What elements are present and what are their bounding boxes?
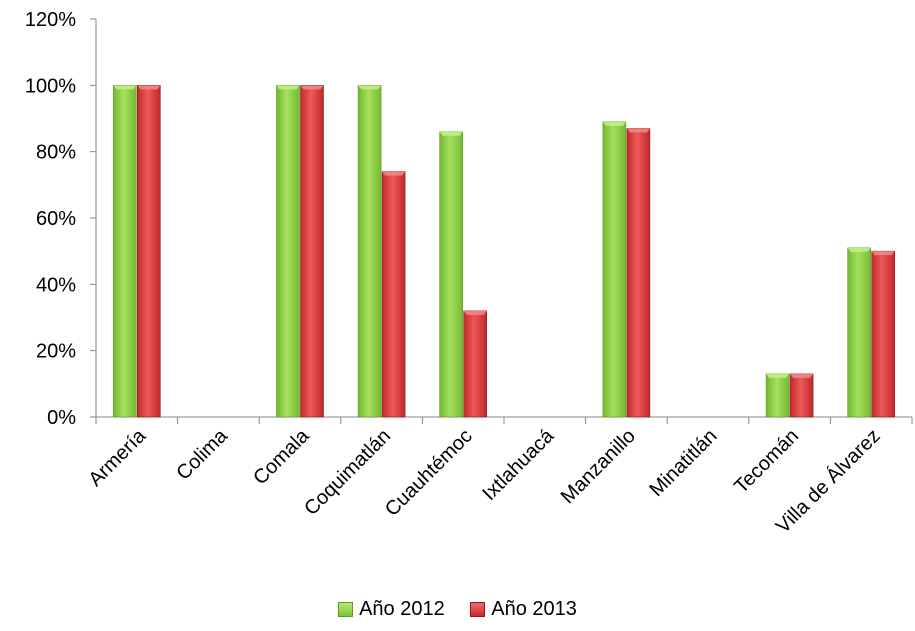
x-tick-label: Manzanillo [557, 425, 640, 508]
y-tick-label: 20% [36, 341, 76, 363]
bars [113, 85, 896, 418]
bar-top-cap [602, 121, 626, 126]
y-tick-label: 0% [47, 407, 76, 429]
bar-top-cap [113, 85, 137, 90]
bar-2012-armería [113, 85, 137, 418]
bar-2013-coquimatlán [381, 171, 406, 418]
legend-item-2012: Año 2012 [338, 598, 445, 621]
bar-top-cap [382, 171, 406, 176]
legend-item-2013: Año 2013 [470, 598, 577, 621]
bar-2012-villa-de-álvarez [847, 247, 872, 418]
bar-2013-tecomán [789, 373, 814, 418]
bar-2013-armería [137, 85, 161, 418]
bar-2012-cuauhtémoc [439, 131, 464, 418]
y-tick-label: 120% [25, 9, 76, 31]
bar-top-cap [439, 131, 463, 136]
x-tick-label: Armería [84, 424, 150, 490]
bar-top-cap [276, 85, 300, 90]
bar-2013-comala [300, 85, 324, 418]
legend-label-2012: Año 2012 [359, 598, 445, 620]
legend: Año 2012 Año 2013 [0, 598, 915, 623]
bar-2013-manzanillo [626, 128, 651, 418]
bar-top-cap [137, 85, 161, 90]
bar-top-cap [871, 251, 895, 256]
legend-swatch-2013 [470, 602, 486, 617]
y-tick-label: 40% [36, 274, 76, 296]
bar-2013-cuauhtémoc [463, 310, 488, 418]
x-tick-label: Tecomán [730, 425, 803, 498]
y-tick-label: 60% [36, 208, 76, 230]
x-tick-label: Minatitlán [645, 425, 721, 501]
x-tick-label: Colima [172, 424, 232, 484]
bar-2013-villa-de-álvarez [871, 250, 896, 418]
bar-2012-manzanillo [602, 121, 627, 418]
x-tick-label: Ixtlahuacá [478, 424, 559, 505]
legend-label-2013: Año 2013 [491, 598, 577, 620]
bar-top-cap [358, 85, 382, 90]
bar-2012-tecomán [765, 373, 790, 418]
y-tick-label: 100% [25, 75, 76, 97]
y-tick-label: 80% [36, 142, 76, 164]
bar-top-cap [463, 310, 487, 315]
bar-2012-comala [276, 85, 300, 418]
bar-top-cap [626, 128, 650, 133]
x-tick-label: Cuauhtémoc [381, 425, 477, 521]
bar-top-cap [790, 373, 814, 378]
bar-top-cap [847, 247, 871, 252]
bar-top-cap [766, 373, 790, 378]
bar-top-cap [300, 85, 324, 90]
bar-chart: 0% 20% 40% 60% 80% 100% 120% Armería Colima Comal… [25, 9, 913, 538]
axes [90, 18, 913, 424]
legend-swatch-2012 [338, 602, 354, 617]
bar-2012-coquimatlán [357, 85, 382, 418]
x-tick-label: Comala [249, 424, 314, 489]
